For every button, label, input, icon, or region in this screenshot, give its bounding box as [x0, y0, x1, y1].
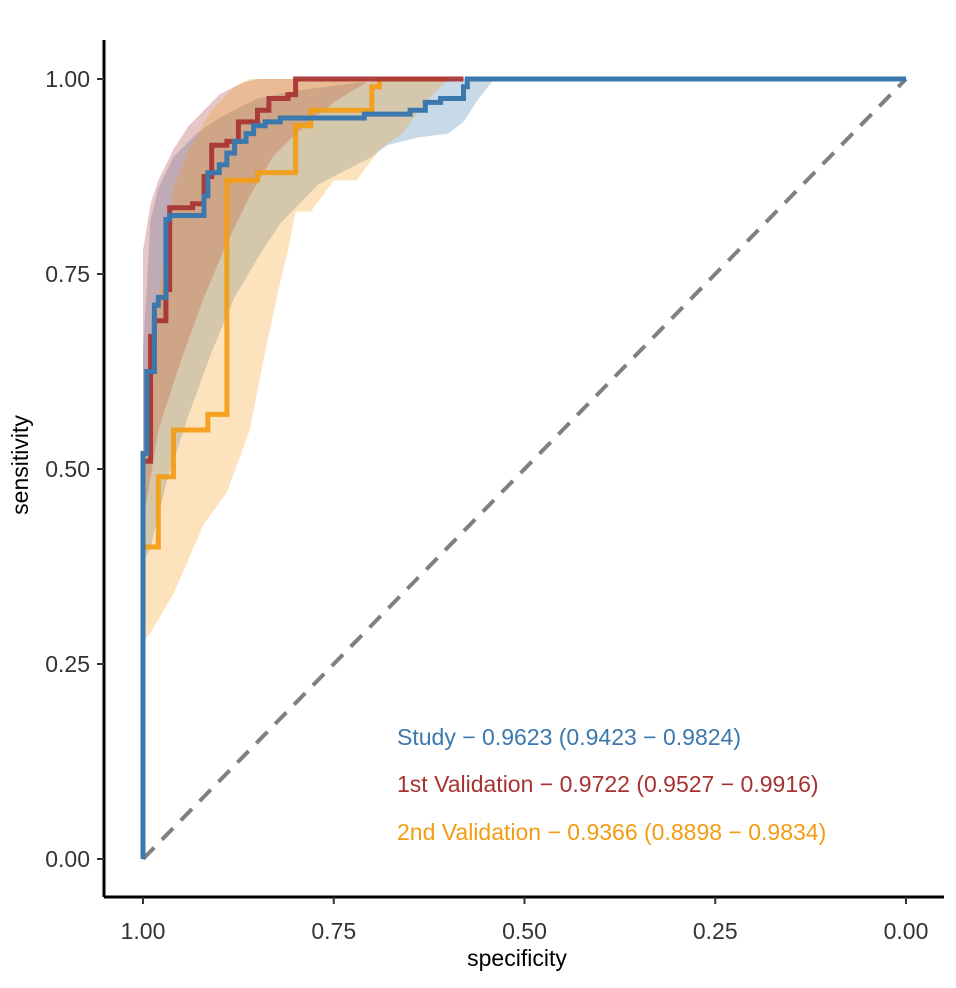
y-tick-label: 0.25	[45, 651, 90, 677]
y-tick-label: 0.50	[45, 456, 90, 482]
ci-band-1st-validation	[143, 79, 449, 524]
legend-entry-2nd-validation: 2nd Validation − 0.9366 (0.8898 − 0.9834…	[397, 819, 826, 845]
ci-band-study	[143, 79, 525, 563]
roc-curves	[140, 76, 906, 859]
x-axis-ticks: 1.00 0.75 0.50 0.25 0.00	[121, 897, 929, 944]
x-tick-label: 1.00	[121, 918, 166, 944]
ci-band-2nd-validation	[143, 79, 449, 641]
roc-curve-study	[140, 76, 906, 859]
reference-diagonal-line	[141, 77, 908, 861]
y-axis-ticks: 0.00 0.25 0.50 0.75 1.00	[45, 66, 104, 872]
confidence-bands	[143, 79, 525, 641]
x-tick-label: 0.50	[502, 918, 547, 944]
x-tick-label: 0.25	[693, 918, 738, 944]
legend-entry-1st-validation: 1st Validation − 0.9722 (0.9527 − 0.9916…	[397, 771, 819, 797]
x-axis-title: specificity	[467, 945, 567, 971]
y-tick-label: 0.00	[45, 846, 90, 872]
legend: Study − 0.9623 (0.9423 − 0.9824) 1st Val…	[397, 724, 826, 845]
roc-curve-2nd-validation	[140, 76, 449, 859]
y-axis-title: sensitivity	[7, 415, 33, 515]
y-tick-label: 1.00	[45, 66, 90, 92]
x-tick-label: 0.00	[884, 918, 929, 944]
y-tick-label: 0.75	[45, 261, 90, 287]
x-tick-label: 0.75	[311, 918, 356, 944]
legend-entry-study: Study − 0.9623 (0.9423 − 0.9824)	[397, 724, 741, 750]
